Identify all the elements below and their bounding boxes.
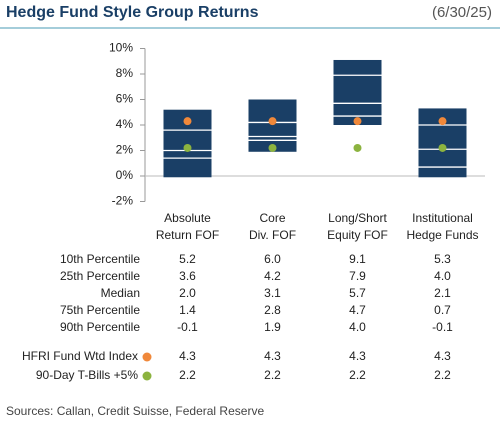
table-value: 2.2 [434,368,451,382]
category-label: Core Div. FOF [249,211,296,242]
y-tick-label: 10% [109,41,133,55]
source-note: Sources: Callan, Credit Suisse, Federal … [6,404,264,418]
row-label: 90-Day T-Bills +5% [36,368,138,382]
legend-dot [142,371,152,381]
y-tick-label: 8% [116,66,134,80]
percentile-bar [333,59,382,125]
y-tick-label: 6% [116,92,134,106]
marker-dot [438,117,447,126]
table-value: 5.2 [179,252,196,266]
chart-title: Hedge Fund Style Group Returns [6,4,259,21]
row-label: 75th Percentile [60,303,140,317]
table-value: 2.1 [434,286,451,300]
table-value: 5.3 [434,252,451,266]
marker-dot [183,117,192,126]
table-value: 9.1 [349,252,366,266]
y-tick-label: 2% [116,143,134,157]
table-value: 2.8 [264,303,281,317]
table-value: 0.7 [434,303,451,317]
row-label: 10th Percentile [60,252,140,266]
table-value: 2.2 [264,368,281,382]
table-value: 2.2 [179,368,196,382]
table-value: 4.3 [179,349,196,363]
table-value: 5.7 [349,286,366,300]
marker-dot [353,117,362,126]
row-label: HFRI Fund Wtd Index [22,349,138,363]
table-value: 2.2 [349,368,366,382]
y-tick-label: 0% [116,168,134,182]
y-tick-label: 4% [116,117,134,131]
row-label: 25th Percentile [60,269,140,283]
table-value: -0.1 [177,320,198,334]
table-value: 4.2 [264,269,281,283]
table-value: 4.0 [349,320,366,334]
table-value: 4.7 [349,303,366,317]
table-value: 1.4 [179,303,196,317]
category-label: Absolute Return FOF [156,211,219,242]
marker-dot [438,143,447,152]
chart-date: (6/30/25) [432,4,492,21]
marker-dot [268,117,277,126]
y-tick-label: -2% [112,194,134,208]
table-value: 1.9 [264,320,281,334]
row-label: Median [101,286,140,300]
marker-dot [268,143,277,152]
percentile-bar [248,99,297,152]
marker-dot [183,143,192,152]
category-label: Institutional Hedge Funds [406,211,478,242]
table-value: 4.0 [434,269,451,283]
table-value: 3.6 [179,269,196,283]
table-value: 4.3 [434,349,451,363]
table-value: 3.1 [264,286,281,300]
table-value: 7.9 [349,269,366,283]
table-value: 6.0 [264,252,281,266]
row-label: 90th Percentile [60,320,140,334]
category-label: Long/Short Equity FOF [327,211,388,242]
table-value: 4.3 [349,349,366,363]
table-value: -0.1 [432,320,453,334]
legend-dot [142,352,152,362]
table-value: 4.3 [264,349,281,363]
table-value: 2.0 [179,286,196,300]
marker-dot [353,143,362,152]
